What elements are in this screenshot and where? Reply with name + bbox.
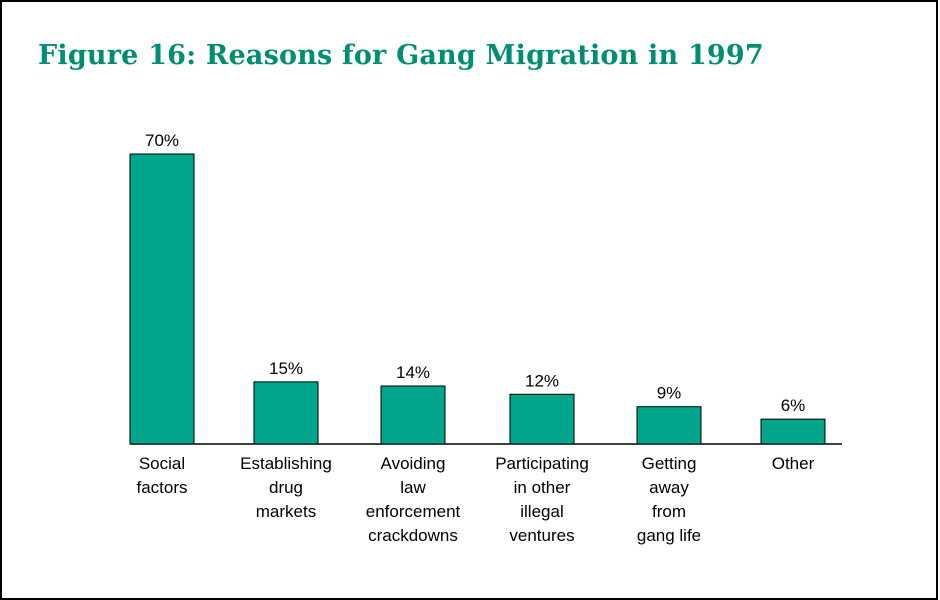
- bar-3: [509, 393, 575, 445]
- bar-0: [129, 153, 195, 445]
- category-label-2: Avoiding law enforcement crackdowns: [366, 454, 461, 545]
- bar-4: [636, 406, 702, 445]
- bar-2: [380, 385, 446, 445]
- value-label-5: 6%: [781, 396, 806, 415]
- value-label-0: 70%: [145, 131, 179, 150]
- category-label-3: Participating in other illegal ventures: [495, 454, 589, 545]
- value-label-1: 15%: [269, 359, 303, 378]
- category-label-1: Establishing drug markets: [240, 454, 332, 521]
- category-label-4: Getting away from gang life: [637, 454, 701, 545]
- bar-5: [760, 418, 826, 445]
- value-label-2: 14%: [396, 363, 430, 382]
- category-label-0: Social factors: [136, 454, 187, 497]
- bar-1: [253, 381, 319, 445]
- value-label-4: 9%: [657, 384, 682, 403]
- value-label-3: 12%: [525, 371, 559, 390]
- chart-title: Figure 16: Reasons for Gang Migration in…: [38, 40, 764, 71]
- bar-chart: 70% 15% 14% 12% 9% 6% Social factors Establishi…: [129, 131, 842, 545]
- category-label-5: Other: [772, 454, 815, 473]
- category-labels-group: Social factors Establishing drug markets Avoi…: [136, 454, 814, 545]
- value-labels-group: 70% 15% 14% 12% 9% 6%: [145, 131, 805, 415]
- bars-group: [129, 153, 826, 445]
